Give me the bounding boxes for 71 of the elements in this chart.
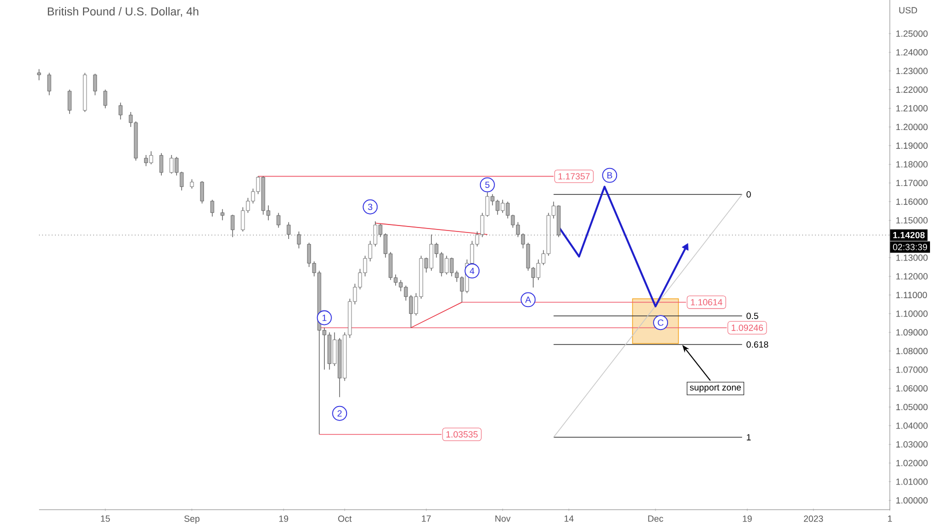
- series-label: 0: [746, 191, 751, 198]
- x-tick-label: Oct: [338, 516, 352, 522]
- y-tick-label: 1.09000: [896, 329, 928, 336]
- annotation: 5: [485, 182, 490, 188]
- ref-line-label: 1.14208: [893, 232, 925, 238]
- x-tick-label: Sep: [184, 516, 200, 524]
- text: British Pound / U.S. Dollar, 4h: [48, 7, 198, 17]
- line-series: [558, 186, 688, 308]
- y-tick-label: 1.13000: [896, 254, 928, 261]
- y-tick-label: 1.05000: [896, 404, 928, 410]
- annotation: 3: [368, 204, 372, 210]
- annotation: 1: [322, 314, 326, 321]
- series-label: 1: [746, 434, 751, 440]
- y-tick-label: 1.11000: [896, 292, 927, 298]
- candlestick: [118, 102, 122, 120]
- candlestick: [103, 89, 108, 109]
- y-tick-label: 1.01000: [896, 478, 928, 485]
- text: 02:33:39: [892, 244, 928, 250]
- candlestick: [220, 208, 224, 221]
- y-tick-label: 1.00000: [896, 497, 928, 504]
- candlestick: [37, 68, 41, 81]
- y-tick-label: 1.08000: [896, 348, 928, 354]
- y-tick-label: 1.06000: [896, 385, 928, 392]
- y-tick-label: 1.04000: [896, 422, 928, 429]
- x-tick-label: Nov: [495, 516, 511, 522]
- candlestick: [276, 212, 280, 228]
- annotation: 1.09246: [732, 324, 763, 331]
- candlestick: [93, 73, 97, 96]
- annotation: 1.10614: [690, 299, 722, 306]
- y-tick-label: 1.16000: [896, 198, 928, 205]
- candlestick: [210, 199, 214, 217]
- candlestick: [230, 214, 235, 238]
- x-tick-label: 14: [564, 516, 574, 522]
- y-axis-title: USD: [899, 7, 918, 14]
- series-label: 0.5: [746, 312, 758, 320]
- y-tick-label: 1.07000: [896, 366, 928, 373]
- y-tick-label: 1.19000: [896, 142, 928, 149]
- annotation: C: [658, 319, 664, 326]
- annotation: 1.17357: [558, 173, 590, 180]
- y-tick-label: 1.03000: [896, 441, 928, 448]
- candlestick: [200, 180, 204, 204]
- annotation: 4: [470, 268, 474, 274]
- y-tick-label: 1.15000: [896, 217, 928, 224]
- x-tick-label: 1: [888, 516, 892, 522]
- y-tick-label: 1.21000: [896, 105, 928, 112]
- y-tick-label: 1.23000: [896, 68, 928, 74]
- x-tick-label: 17: [422, 516, 431, 522]
- x-tick-label: 19: [279, 516, 288, 522]
- candlestick: [159, 152, 164, 176]
- annotation: 2: [338, 410, 342, 417]
- annotation: support zone: [690, 384, 741, 392]
- x-tick-label: 19: [742, 516, 752, 522]
- annotation: 1.03535: [446, 431, 478, 438]
- y-tick-label: 1.25000: [896, 30, 928, 37]
- y-tick-label: 1.02000: [896, 460, 928, 466]
- candlestick: [47, 72, 52, 96]
- candlestick: [68, 89, 72, 114]
- y-tick-label: 1.12000: [896, 273, 928, 280]
- annotation: B: [607, 172, 612, 178]
- annotation: A: [525, 296, 532, 303]
- y-tick-label: 1.17000: [896, 180, 928, 186]
- y-tick-label: 1.24000: [896, 49, 928, 56]
- x-tick-label: Dec: [648, 516, 664, 522]
- y-tick-label: 1.20000: [896, 124, 928, 130]
- series-label: 0.618: [746, 341, 768, 348]
- y-tick-label: 1.18000: [896, 161, 928, 168]
- x-tick-label: 15: [100, 516, 110, 522]
- y-tick-label: 1.10000: [896, 310, 928, 317]
- candlestick: [190, 178, 194, 189]
- x-tick-label: 2023: [804, 516, 823, 522]
- y-tick-label: 1.22000: [896, 86, 928, 93]
